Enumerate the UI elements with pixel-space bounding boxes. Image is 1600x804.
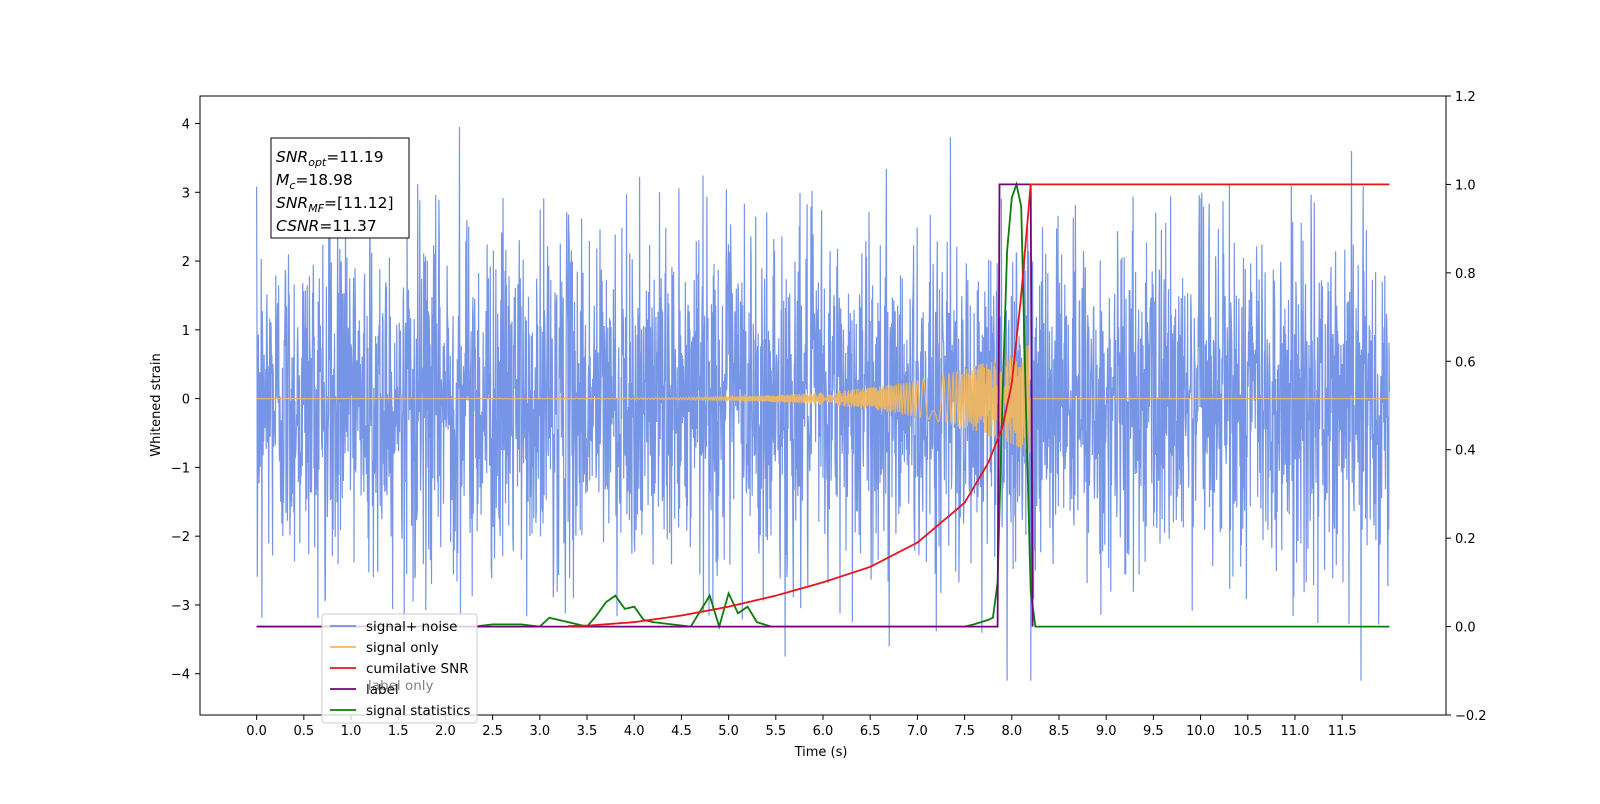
y-tick-label: −2: [171, 530, 190, 545]
y-axis-title: Whitened strain: [149, 353, 164, 456]
y-axis-left: 4 3 2 1 0 −1 −2 −3 −4: [171, 118, 200, 683]
y-axis-right: 1.2 1.0 0.8 0.6 0.4 0.2 0.0 −0.2: [1446, 90, 1487, 724]
x-tick-label: 8.5: [1049, 724, 1070, 739]
x-tick-label: 4.5: [671, 724, 692, 739]
y2-tick-label: −0.2: [1455, 709, 1487, 724]
legend-entry-label: label: [366, 682, 399, 698]
annotation-line: SNRopt=11.19: [276, 148, 384, 169]
x-tick-label: 11.0: [1280, 724, 1309, 739]
x-axis-title: Time (s): [794, 745, 848, 760]
series-line-signal-only: [256, 344, 1390, 453]
x-tick-label: 10.0: [1186, 724, 1215, 739]
y-tick-label: −3: [171, 599, 190, 614]
y-tick-label: −1: [171, 461, 190, 476]
legend-ghost-text: label only: [368, 678, 434, 694]
x-tick-label: 10.5: [1233, 724, 1262, 739]
x-tick-label: 0.0: [246, 724, 267, 739]
annotation-line: Mc=18.98: [276, 171, 353, 192]
x-tick-label: 1.5: [388, 724, 409, 739]
series-layer: [256, 126, 1390, 681]
legend-entry-label: signal only: [366, 640, 439, 656]
x-tick-label: 3.0: [529, 724, 550, 739]
x-tick-label: 6.5: [860, 724, 881, 739]
annotation-frame: [270, 137, 410, 239]
series-line-signal-statistics: [256, 181, 1390, 630]
x-tick-label: 8.0: [1001, 724, 1022, 739]
x-tick-label: 0.5: [293, 724, 314, 739]
x-tick-label: 9.5: [1143, 724, 1164, 739]
x-tick-label: 11.5: [1328, 724, 1357, 739]
x-tick-label: 7.0: [907, 724, 928, 739]
x-tick-label: 9.0: [1096, 724, 1117, 739]
y-tick-label: 3: [182, 186, 190, 201]
y2-tick-label: 0.6: [1455, 355, 1476, 370]
x-tick-label: 1.0: [341, 724, 362, 739]
x-tick-label: 5.0: [718, 724, 739, 739]
legend-frame: [321, 613, 478, 724]
series-line-label: [256, 183, 1034, 628]
legend-entry-label: signal+ noise: [366, 619, 457, 635]
x-tick-label: 4.0: [624, 724, 645, 739]
y-tick-label: −4: [171, 668, 190, 683]
y2-tick-label: 1.2: [1455, 90, 1476, 105]
legend-entry-label: cumilative SNR: [366, 661, 469, 677]
annotation-line: SNRMF=[11.12]: [276, 194, 394, 215]
x-tick-label: 5.5: [765, 724, 786, 739]
y2-tick-label: 0.2: [1455, 532, 1476, 547]
y-tick-label: 0: [182, 393, 190, 408]
x-tick-label: 2.0: [435, 724, 456, 739]
series-line-cumulative-snr: [568, 183, 1390, 627]
x-tick-label: 2.5: [482, 724, 503, 739]
series-line-signal-noise: [256, 126, 1390, 681]
x-tick-label: 6.0: [813, 724, 834, 739]
annotation-line: CSNR=11.37: [276, 217, 377, 235]
x-axis: 0.0 0.5 1.0 1.5 2.0 2.5 3.0 3.5 4.0 4.5 5.0 5.5 6.0 6…: [246, 715, 1357, 739]
y-tick-label: 1: [182, 324, 190, 339]
y2-tick-label: 0.4: [1455, 444, 1476, 459]
legend: label only signal+ noise signal only cumila…: [321, 613, 478, 724]
y-tick-label: 2: [182, 255, 190, 270]
y2-tick-label: 0.8: [1455, 267, 1476, 282]
y-tick-label: 4: [182, 118, 190, 133]
x-tick-label: 7.5: [954, 724, 975, 739]
legend-entry-label: signal statistics: [366, 703, 470, 719]
y2-tick-label: 1.0: [1455, 178, 1476, 193]
y2-tick-label: 0.0: [1455, 621, 1476, 636]
x-tick-label: 3.5: [577, 724, 598, 739]
